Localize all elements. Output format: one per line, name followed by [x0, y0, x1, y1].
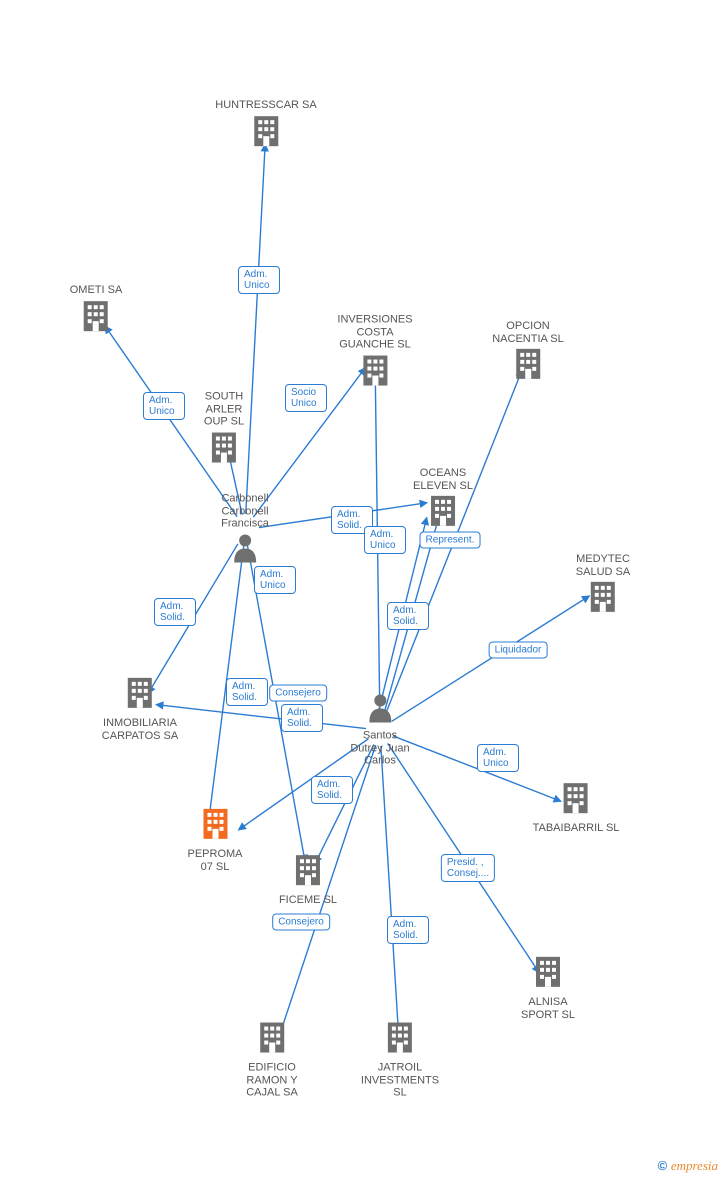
node-label: MEDYTEC SALUD SA	[576, 553, 630, 578]
building-icon	[215, 114, 316, 153]
node-label: ALNISA SPORT SL	[521, 996, 575, 1021]
node-label: INMOBILIARIA CARPATOS SA	[102, 717, 178, 742]
edge-label: Consejero	[272, 914, 330, 931]
edge-label: Adm. Solid.	[311, 776, 353, 804]
edge-label: Adm. Solid.	[387, 916, 429, 944]
node-south[interactable]: SOUTH ARLER OUP SL	[204, 391, 244, 470]
building-icon	[187, 807, 242, 846]
edge-label: Presid. , Consej....	[441, 854, 495, 882]
node-inversiones[interactable]: INVERSIONES COSTA GUANCHE SL	[337, 314, 412, 393]
footer: © empresia	[658, 1158, 718, 1174]
edge-label: Liquidador	[489, 642, 548, 659]
building-icon	[204, 430, 244, 469]
edge-label: Consejero	[269, 685, 327, 702]
node-label: PEPROMA 07 SL	[187, 848, 242, 873]
edge-label: Adm. Solid.	[281, 704, 323, 732]
edge-label: Adm. Unico	[143, 392, 185, 420]
node-label: HUNTRESSCAR SA	[215, 99, 316, 112]
brand-name: empresia	[671, 1158, 718, 1173]
node-ficeme[interactable]: FICEME SL	[279, 853, 337, 907]
copyright-symbol: ©	[658, 1158, 668, 1173]
person-icon	[350, 693, 409, 728]
node-carbonell[interactable]: Carbonell Carbonell Francisca	[221, 493, 269, 568]
node-huntresscar[interactable]: HUNTRESSCAR SA	[215, 99, 316, 153]
edge-line	[156, 705, 366, 729]
node-edificio[interactable]: EDIFICIO RAMON Y CAJAL SA	[246, 1021, 298, 1100]
node-label: INVERSIONES COSTA GUANCHE SL	[337, 314, 412, 352]
building-icon	[246, 1021, 298, 1060]
building-icon	[492, 347, 564, 386]
edge-label: Adm. Unico	[477, 744, 519, 772]
network-canvas: Adm. Unico Adm. Unico Socio Unico Adm. Soli…	[0, 0, 728, 1180]
person-icon	[221, 532, 269, 567]
edge-label: Adm. Solid.	[226, 678, 268, 706]
node-tabaibarril[interactable]: TABAIBARRIL SL	[533, 781, 620, 835]
edge-label: Adm. Solid.	[154, 598, 196, 626]
node-label: JATROIL INVESTMENTS SL	[361, 1062, 439, 1100]
building-icon	[361, 1021, 439, 1060]
building-icon	[521, 955, 575, 994]
node-label: OMETI SA	[70, 284, 123, 297]
edge-label: Adm. Unico	[238, 266, 280, 294]
edge-line	[381, 746, 399, 1042]
node-label: EDIFICIO RAMON Y CAJAL SA	[246, 1062, 298, 1100]
building-icon	[279, 853, 337, 892]
edge-line	[246, 144, 265, 514]
building-icon	[337, 353, 412, 392]
node-opcion[interactable]: OPCION NACENTIA SL	[492, 320, 564, 386]
node-label: OPCION NACENTIA SL	[492, 320, 564, 345]
node-medytec[interactable]: MEDYTEC SALUD SA	[576, 553, 630, 619]
building-icon	[413, 494, 473, 533]
node-label: FICEME SL	[279, 894, 337, 907]
node-peproma[interactable]: PEPROMA 07 SL	[187, 807, 242, 873]
node-label: Carbonell Carbonell Francisca	[221, 493, 269, 531]
node-santos[interactable]: Santos Dutrey Juan Carlos	[350, 693, 409, 768]
edge-label: Represent.	[420, 532, 481, 549]
building-icon	[102, 676, 178, 715]
edge-label: Adm. Solid.	[387, 602, 429, 630]
edge-label: Adm. Unico	[254, 566, 296, 594]
node-alnisa[interactable]: ALNISA SPORT SL	[521, 955, 575, 1021]
building-icon	[533, 781, 620, 820]
node-label: Santos Dutrey Juan Carlos	[350, 730, 409, 768]
node-label: TABAIBARRIL SL	[533, 822, 620, 835]
node-label: SOUTH ARLER OUP SL	[204, 391, 244, 429]
node-oceans[interactable]: OCEANS ELEVEN SL	[413, 467, 473, 533]
node-ometi[interactable]: OMETI SA	[70, 284, 123, 338]
edge-label: Socio Unico	[285, 384, 327, 412]
edge-label: Adm. Unico	[364, 526, 406, 554]
building-icon	[70, 299, 123, 338]
node-jatroil[interactable]: JATROIL INVESTMENTS SL	[361, 1021, 439, 1100]
node-inmobiliaria[interactable]: INMOBILIARIA CARPATOS SA	[102, 676, 178, 742]
building-icon	[576, 580, 630, 619]
node-label: OCEANS ELEVEN SL	[413, 467, 473, 492]
